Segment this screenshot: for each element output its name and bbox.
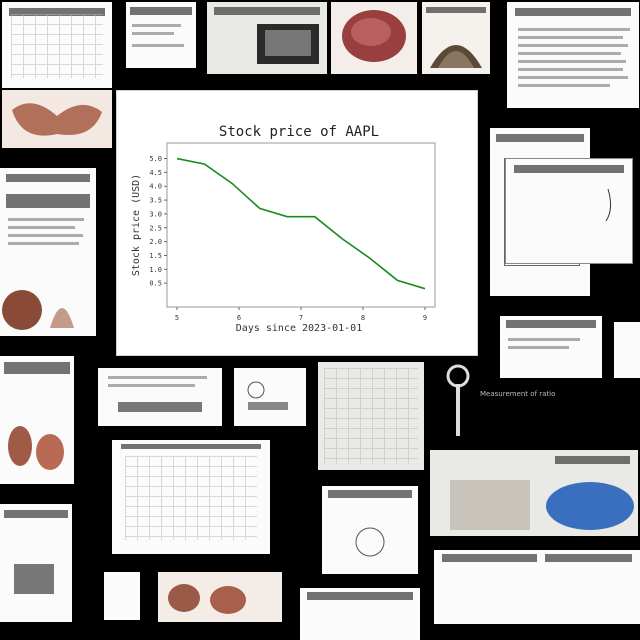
x-tick-label: 9 — [423, 314, 427, 322]
thumb-document-grid — [2, 2, 112, 88]
thumb-table-page — [318, 362, 424, 470]
thumb-specimen-photo — [331, 2, 417, 74]
series-line — [176, 157, 426, 290]
thumb-edge-document — [614, 322, 640, 378]
thumb-device-photo — [207, 2, 327, 74]
thumb-shell-photo — [422, 2, 490, 74]
thumb-instrument-diagram — [98, 368, 222, 426]
thumb-device-sheet — [0, 504, 72, 622]
thumb-tool-diagram — [234, 368, 306, 426]
thumb-diagram-sheet — [322, 486, 418, 574]
thumb-instrument-sheet — [434, 550, 640, 624]
y-tick-label: 3.0 — [149, 210, 162, 218]
y-axis-ticks: 0.5 1.0 1.5 2.0 2.5 3.0 3.5 4.0 4.5 5.0 — [149, 155, 167, 288]
thumb-document-article — [0, 168, 96, 336]
y-tick-label: 1.0 — [149, 266, 162, 274]
plot-area — [166, 142, 436, 308]
y-tick-label: 5.0 — [149, 155, 162, 163]
x-tick-label: 5 — [175, 314, 179, 322]
y-tick-label: 3.5 — [149, 197, 162, 205]
x-tick-label: 7 — [299, 314, 303, 322]
thumb-document-diagram — [126, 2, 196, 68]
thumb-medical-photo — [430, 450, 638, 536]
y-tick-label: 2.0 — [149, 238, 162, 246]
y-tick-label: 0.5 — [149, 280, 162, 288]
x-axis-label: Days since 2023-01-01 — [236, 323, 362, 334]
y-tick-label: 1.5 — [149, 252, 162, 260]
line-chart: Stock price of AAPL 5 6 7 8 9 0.5 1.0 1.5 2.0 2.… — [131, 124, 436, 334]
y-tick-label: 2.5 — [149, 224, 162, 232]
thumb-anatomy-photo — [2, 90, 112, 148]
chart-title: Stock price of AAPL — [219, 124, 379, 140]
thumb-small-photo — [104, 572, 140, 620]
caption-right-small: Measurement of ratio — [480, 390, 556, 398]
series-group — [176, 157, 426, 290]
main-chart-panel: Stock price of AAPL 5 6 7 8 9 0.5 1.0 1.5 2.0 2.… — [116, 90, 478, 356]
thumb-scatter-chart — [112, 440, 270, 554]
x-tick-label: 8 — [361, 314, 365, 322]
y-axis-label: Stock price (USD) — [131, 174, 142, 276]
thumb-document-table — [507, 2, 639, 108]
thumb-bottom-document — [300, 588, 420, 640]
thumb-probe-icon — [444, 362, 474, 440]
thumb-organ-photos — [158, 572, 282, 622]
x-tick-label: 6 — [237, 314, 241, 322]
thumb-window-screenshot-2 — [505, 158, 633, 264]
thumb-document-small — [500, 316, 602, 378]
x-axis-ticks: 5 6 7 8 9 — [175, 307, 427, 322]
thumb-anatomy-sheet — [0, 356, 74, 484]
y-tick-label: 4.0 — [149, 183, 162, 191]
y-tick-label: 4.5 — [149, 169, 162, 177]
